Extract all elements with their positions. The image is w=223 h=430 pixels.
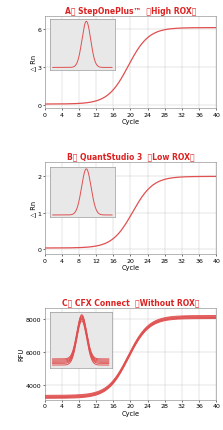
Y-axis label: △ Rn: △ Rn [30,55,36,71]
X-axis label: Cycle: Cycle [121,119,140,125]
Title: B： QuantStudio 3  （Low ROX）: B： QuantStudio 3 （Low ROX） [67,152,194,161]
Y-axis label: △ Rn: △ Rn [30,200,36,217]
X-axis label: Cycle: Cycle [121,264,140,270]
Title: A： StepOnePlus™  （High ROX）: A： StepOnePlus™ （High ROX） [65,7,196,16]
X-axis label: Cycle: Cycle [121,410,140,416]
Y-axis label: RFU: RFU [18,347,24,360]
Title: C： CFX Connect  （Without ROX）: C： CFX Connect （Without ROX） [62,298,199,307]
